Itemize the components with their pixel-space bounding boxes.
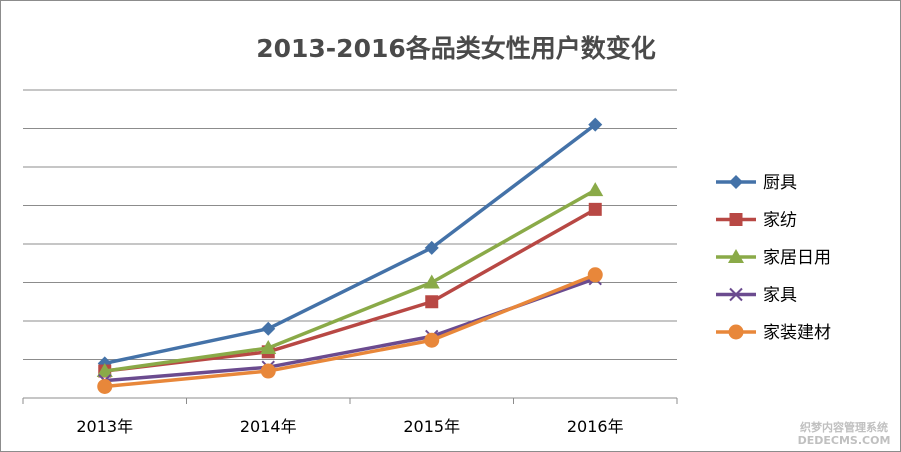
series-line [104, 123, 597, 366]
watermark-background [794, 419, 894, 447]
series-line [104, 188, 597, 373]
series-line [104, 276, 596, 383]
x-tick-label: 2016年 [567, 417, 624, 436]
data-point [260, 339, 277, 354]
axes [22, 397, 678, 404]
legend-item: 家居日用 [716, 248, 831, 268]
legend-label: 厨具 [763, 173, 797, 193]
legend-item: 家装建材 [716, 323, 831, 343]
legend-label: 家居日用 [763, 248, 831, 268]
legend-item: 家具 [716, 286, 797, 306]
x-tick-label: 2015年 [403, 417, 460, 436]
data-point [424, 240, 439, 255]
data-point [261, 321, 276, 336]
data-point [588, 117, 603, 132]
x-tick-labels: 2013年 2014年 2015年 2016年 [76, 417, 623, 436]
series-line [104, 207, 597, 373]
data-point [97, 378, 113, 394]
legend-marker [729, 287, 743, 302]
legend-marker [728, 249, 744, 263]
series-4 [97, 267, 603, 394]
data-point [587, 182, 604, 197]
x-tick-label: 2014年 [240, 417, 297, 436]
legend-marker [728, 324, 744, 340]
data-point [423, 274, 440, 289]
gridlines [23, 89, 677, 360]
legend-label: 家纺 [763, 211, 797, 231]
x-tick-label: 2013年 [76, 417, 133, 436]
watermark-line2: DEDECMS.COM [798, 434, 891, 447]
watermark: 织梦内容管理系统 DEDECMS.COM [794, 419, 894, 447]
chart-title: 2013-2016各品类女性用户数变化 [256, 34, 656, 63]
data-point [260, 363, 276, 379]
legend-label: 家具 [763, 286, 797, 306]
legend-item: 厨具 [716, 173, 797, 193]
watermark-line1: 织梦内容管理系统 [800, 420, 888, 434]
legend-item: 家纺 [716, 211, 797, 231]
legend-label: 家装建材 [763, 323, 831, 343]
series-2 [96, 182, 604, 378]
series-line [104, 273, 596, 389]
data-point [425, 295, 439, 309]
data-point [96, 363, 113, 378]
legend-marker [729, 175, 743, 189]
data-point [588, 202, 602, 216]
data-point [587, 267, 603, 283]
data-point [424, 332, 440, 348]
legend-marker [729, 213, 743, 226]
series-group [96, 117, 604, 394]
